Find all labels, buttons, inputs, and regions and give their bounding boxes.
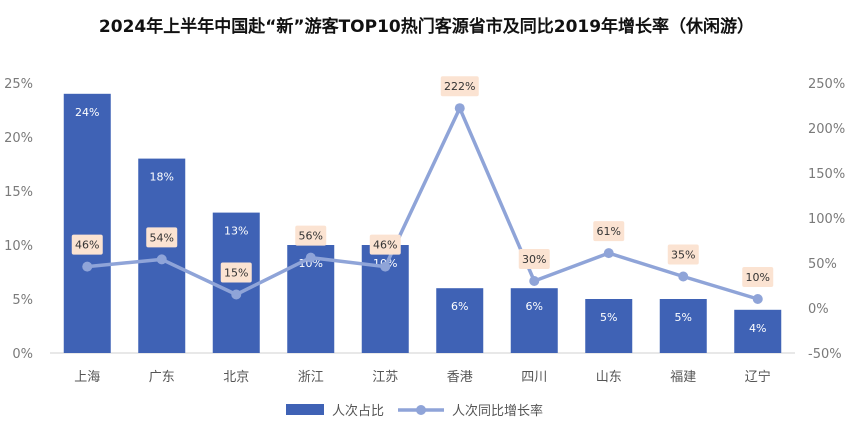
bar-value-label: 4% — [749, 322, 766, 335]
line-label-box — [593, 221, 625, 242]
legend-label-bar: 人次占比 — [332, 403, 384, 419]
y-left-tick-label: 25% — [4, 77, 33, 92]
x-category-label: 福建 — [670, 370, 696, 385]
line-label-box — [667, 244, 699, 265]
y-left-tick-label: 5% — [12, 293, 33, 308]
y-right-tick-label: 50% — [808, 257, 837, 272]
bar — [659, 299, 707, 353]
bar — [585, 299, 633, 353]
line-label-box — [295, 225, 327, 246]
x-category-label: 辽宁 — [745, 369, 771, 385]
line-label-box — [518, 249, 550, 269]
y-right-tick-label: 250% — [808, 77, 845, 92]
y-left-tick-label: 0% — [12, 347, 33, 362]
x-category-label: 广东 — [149, 370, 175, 385]
bar-value-label: 5% — [600, 311, 617, 324]
line-point — [529, 276, 540, 286]
bar — [436, 288, 484, 353]
x-category-label: 山东 — [596, 370, 622, 385]
line-value-label: 30% — [522, 253, 546, 266]
x-category-label: 江苏 — [372, 369, 398, 385]
y-right-tick-label: -50% — [808, 347, 842, 362]
y-right-tick-label: 200% — [808, 122, 845, 137]
bar-value-label: 18% — [150, 171, 174, 184]
y-left-tick-label: 15% — [4, 185, 33, 200]
line-value-label: 46% — [75, 239, 99, 252]
bar — [212, 212, 260, 353]
bar-value-label: 5% — [675, 311, 692, 324]
line-point — [305, 252, 316, 263]
y-left-tick-label: 20% — [4, 131, 33, 146]
bar — [510, 288, 558, 353]
x-category-label: 浙江 — [298, 370, 324, 385]
line-value-label: 56% — [299, 230, 323, 243]
line-point — [678, 271, 689, 282]
legend-swatch-point — [416, 405, 426, 415]
x-category-label: 四川 — [521, 370, 547, 385]
bar-value-label: 6% — [526, 300, 543, 313]
line-point — [752, 294, 763, 304]
y-right-tick-label: 150% — [808, 167, 845, 182]
line-label-box — [440, 76, 479, 97]
legend-label-line: 人次同比增长率 — [452, 403, 543, 419]
line-label-box — [220, 262, 252, 283]
bar-value-label: 24% — [75, 106, 99, 119]
line-point — [603, 248, 614, 259]
y-right-tick-label: 0% — [808, 302, 829, 317]
y-left-tick-label: 10% — [4, 239, 33, 254]
legend-swatch-bar — [286, 404, 324, 415]
y-right-tick-label: 100% — [808, 212, 845, 227]
line-point — [156, 254, 167, 265]
line-value-label: 222% — [444, 80, 475, 93]
x-category-label: 香港 — [447, 370, 473, 385]
line-label-box — [369, 234, 401, 255]
line-value-label: 61% — [597, 225, 621, 238]
chart-title: 2024年上半年中国赴“新”游客TOP10热门客源省市及同比2019年增长率（休… — [98, 17, 755, 37]
bar-value-label: 13% — [224, 225, 248, 238]
line-value-label: 15% — [224, 267, 248, 280]
line-value-label: 54% — [150, 231, 174, 244]
bar — [734, 309, 782, 353]
line-label-box — [742, 267, 774, 287]
line-point — [231, 289, 242, 300]
bar-value-label: 6% — [451, 300, 468, 313]
line-value-label: 35% — [671, 249, 695, 262]
line-point — [454, 103, 465, 114]
x-category-label: 北京 — [223, 370, 249, 385]
line-label-box — [71, 234, 103, 255]
line-point — [380, 261, 391, 272]
line-point — [82, 261, 93, 272]
x-category-label: 上海 — [74, 370, 100, 385]
line-value-label: 46% — [373, 239, 397, 252]
bar — [63, 93, 111, 354]
line-label-box — [146, 227, 178, 248]
line-value-label: 10% — [746, 271, 770, 284]
series-line — [87, 106, 759, 301]
bar — [287, 245, 335, 353]
